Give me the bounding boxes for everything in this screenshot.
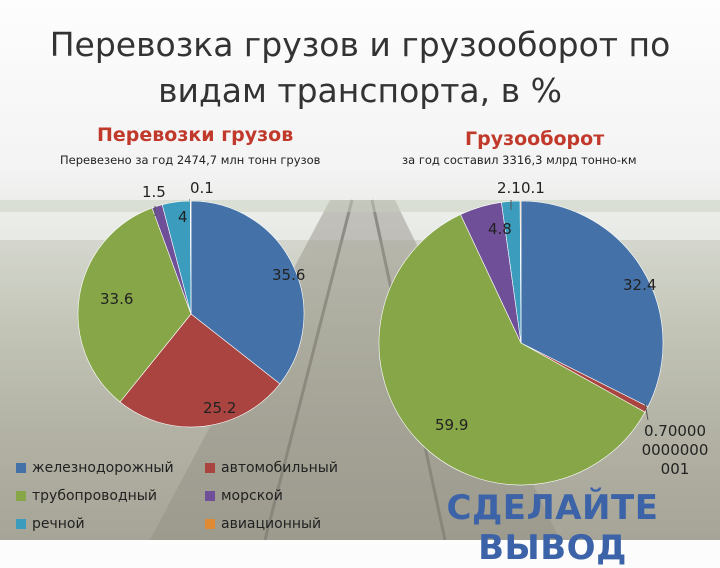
chart1-data-label-3: 1.5: [142, 183, 166, 201]
call-to-action: СДЕЛАЙТЕ ВЫВОД: [446, 488, 659, 568]
chart2-title: Грузооборот: [465, 128, 605, 150]
legend-item-pipe: трубопроводный: [16, 488, 157, 504]
chart2-subtitle: за год составил 3316,3 млрд тонно-км: [402, 153, 637, 167]
chart2-data-label-4: 2.1: [497, 179, 521, 197]
chart2-slice-2: [378, 214, 646, 486]
chart1-title: Перевозки грузов: [97, 124, 294, 146]
chart1-data-label-1: 25.2: [203, 399, 236, 417]
chart2-data-label-0: 32.4: [623, 276, 656, 294]
legend-item-sea: морской: [205, 488, 283, 504]
legend-swatch-air: [205, 519, 215, 529]
page-title-line-2: видам транспорта, в %: [158, 71, 562, 110]
chart1-data-label-2: 33.6: [100, 290, 133, 308]
legend-label-pipe: трубопроводный: [32, 488, 157, 504]
page-title: Перевозка грузов и грузооборот по видам …: [0, 22, 720, 114]
chart1-data-label-0: 35.6: [272, 266, 305, 284]
chart2-data-label-2: 59.9: [435, 416, 468, 434]
pie-charts: 35.625.233.61.540.132.459.94.82.1 0.1: [77, 179, 664, 486]
legend-label-rail: железнодорожный: [32, 460, 174, 476]
chart2-slice-0: [520, 200, 664, 408]
legend-item-river: речной: [16, 516, 85, 532]
legend-swatch-pipe: [16, 491, 26, 501]
page-title-line-1: Перевозка грузов и грузооборот по: [49, 25, 671, 64]
legend-label-auto: автомобильный: [221, 460, 338, 476]
chart2-data-label-3: 4.8: [488, 220, 512, 238]
chart2-label-avto-line-2: 0000000: [641, 441, 709, 459]
chart1-slice-1: [119, 313, 281, 428]
legend-item-auto: автомобильный: [205, 460, 338, 476]
chart1-data-label-4: 4: [178, 208, 188, 226]
legend-label-river: речной: [32, 516, 85, 532]
chart2-label-leader-avto: [644, 402, 649, 421]
chart1-slice-0: [190, 200, 305, 385]
chart1-subtitle: Перевезено за год 2474,7 млн тонн грузов: [60, 153, 321, 167]
legend-label-sea: морской: [221, 488, 283, 504]
legend-swatch-auto: [205, 463, 215, 473]
chart2-label-avto-line-3: 001: [660, 460, 690, 478]
chart2-slice-5: [519, 200, 522, 344]
legend-swatch-river: [16, 519, 26, 529]
legend-swatch-sea: [205, 491, 215, 501]
chart2-data-label-5: 0.1: [521, 179, 545, 197]
legend-label-air: авиационный: [221, 516, 322, 532]
chart1-slice-5: [189, 200, 192, 315]
chart2-label-avto-multiline: 0.70000 0000000 001: [632, 422, 718, 479]
legend-item-rail: железнодорожный: [16, 460, 174, 476]
chart1-slice-2: [77, 207, 192, 403]
legend-item-air: авиационный: [205, 516, 321, 532]
chart2-label-avto-line-1: 0.70000: [643, 422, 707, 440]
legend-swatch-rail: [16, 463, 26, 473]
chart1-data-label-5: 0.1: [190, 179, 214, 197]
